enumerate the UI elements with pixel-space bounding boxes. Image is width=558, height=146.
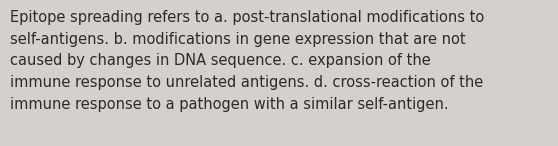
Text: Epitope spreading refers to a. post-translational modifications to
self-antigens: Epitope spreading refers to a. post-tran… bbox=[10, 10, 484, 112]
